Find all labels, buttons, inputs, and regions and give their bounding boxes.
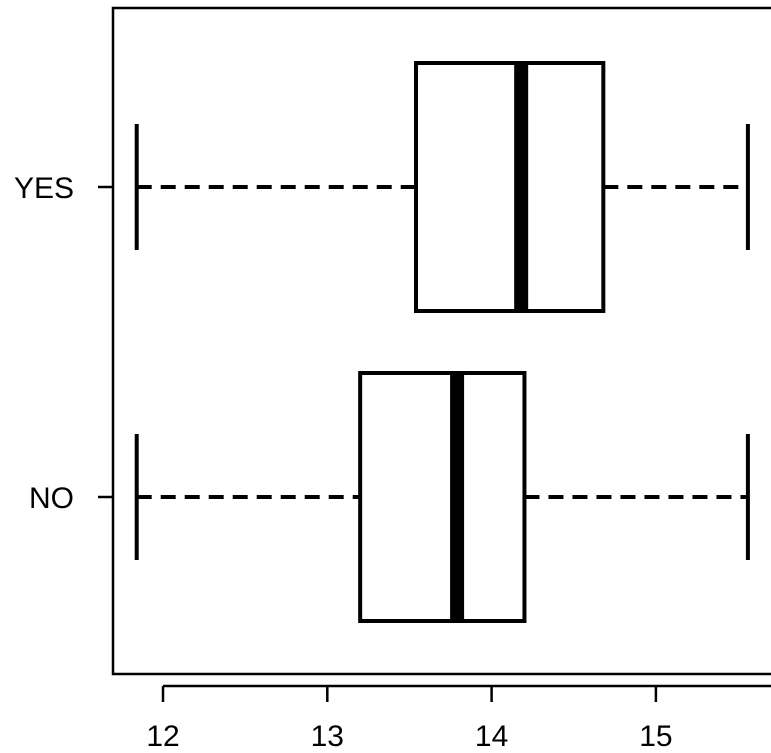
x-tick-label-14: 14 bbox=[475, 720, 508, 753]
box-no bbox=[358, 371, 527, 623]
y-tick-label-no: NO bbox=[29, 482, 74, 515]
y-axis: NO YES bbox=[14, 172, 113, 515]
box-group-yes bbox=[134, 61, 750, 313]
x-tick-label-12: 12 bbox=[146, 720, 179, 753]
box-yes bbox=[414, 61, 606, 313]
box-group-no bbox=[134, 371, 750, 623]
x-tick-label-15: 15 bbox=[639, 720, 672, 753]
plot-frame bbox=[111, 6, 771, 676]
x-tick-label-13: 13 bbox=[311, 720, 344, 753]
boxes-layer bbox=[134, 61, 750, 623]
y-tick-label-yes: YES bbox=[14, 172, 74, 205]
x-axis: 12 13 14 15 bbox=[146, 684, 771, 753]
